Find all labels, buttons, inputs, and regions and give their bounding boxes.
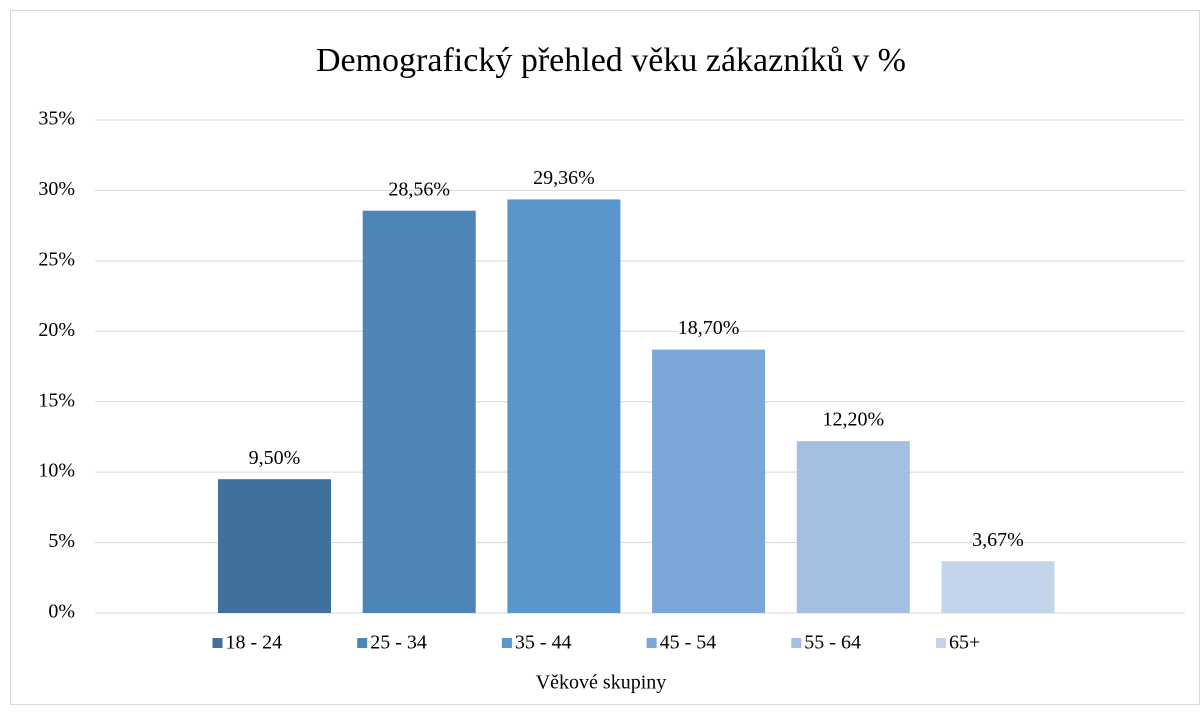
bar <box>652 349 766 613</box>
y-tick-label: 5% <box>48 530 75 552</box>
legend-label: 45 - 54 <box>660 632 717 654</box>
bar <box>507 199 621 614</box>
legend-swatch <box>936 638 946 648</box>
y-tick-label: 25% <box>38 248 75 270</box>
legend-swatch <box>791 638 802 648</box>
bar <box>362 210 476 613</box>
value-label: 28,56% <box>388 178 450 200</box>
y-tick-label: 0% <box>48 601 75 623</box>
y-tick-label: 10% <box>38 460 75 482</box>
value-label: 18,70% <box>678 317 740 339</box>
y-tick-label: 30% <box>38 178 75 200</box>
x-axis-label: Věkové skupiny <box>536 672 667 694</box>
value-label: 12,20% <box>822 409 884 431</box>
value-label: 9,50% <box>249 447 301 469</box>
y-tick-label: 20% <box>38 319 75 341</box>
value-label: 3,67% <box>972 529 1024 551</box>
legend-label: 55 - 64 <box>804 632 861 654</box>
y-tick-label: 15% <box>38 389 75 411</box>
legend-swatch <box>212 638 223 648</box>
legend-label: 25 - 34 <box>370 632 427 654</box>
bar <box>941 561 1055 613</box>
legend-swatch <box>646 638 657 648</box>
y-tick-label: 35% <box>38 108 75 130</box>
chart-title: Demografický přehled věku zákazníků v % <box>316 42 906 79</box>
legend-label: 65+ <box>949 632 980 654</box>
bar <box>218 479 331 613</box>
legend-label: 18 - 24 <box>226 632 283 654</box>
legend-swatch <box>357 638 368 648</box>
legend-label: 35 - 44 <box>515 632 572 654</box>
value-label: 29,36% <box>533 167 595 189</box>
legend-swatch <box>501 638 512 648</box>
bar <box>796 441 910 613</box>
